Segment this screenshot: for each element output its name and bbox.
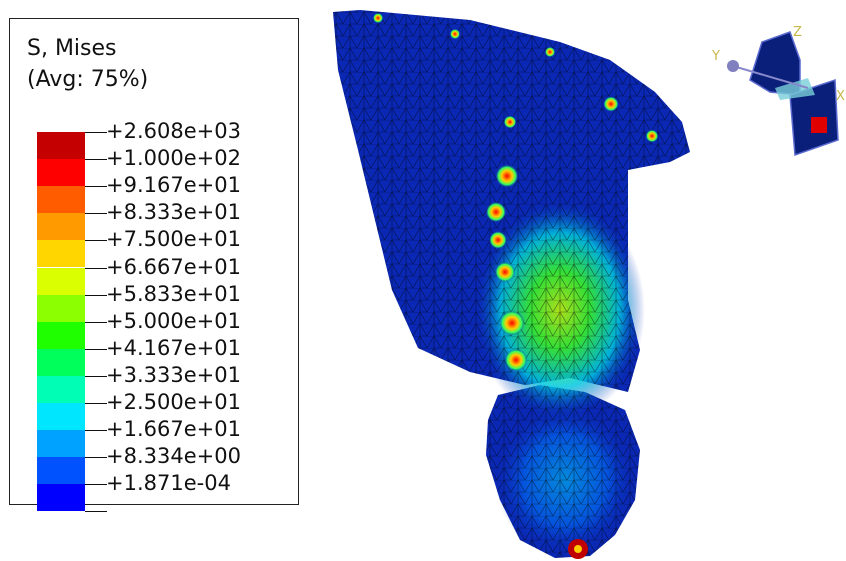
legend-tick [85,294,107,296]
legend-tick [85,240,107,242]
legend-tick [85,511,107,513]
upper-mesh-lines [333,10,690,392]
legend-value-label: +1.871e-04 [106,471,231,496]
legend-value-label: +8.334e+00 [106,444,241,469]
legend-value-label: +5.833e+01 [106,281,241,306]
legend-tick [85,457,107,459]
legend-tick [85,159,107,161]
fixation-node [645,129,659,143]
fixation-node [488,230,508,250]
legend-tick [85,267,107,269]
legend-swatch [37,348,85,376]
legend-swatch [37,375,85,403]
triad-marker [811,117,827,133]
legend-swatch [37,321,85,349]
fixation-node [504,348,528,372]
fixation-node [495,164,519,188]
triad-y-label: Y [711,49,720,64]
lower-mesh-lines [486,385,640,558]
legend-tick [85,213,107,215]
triad-y-tip [727,60,739,72]
legend-value-label: +1.667e+01 [106,417,241,442]
legend-swatch [37,240,85,268]
bone-model [333,10,690,559]
legend-value-label: +7.500e+01 [106,227,241,252]
triad-x-label: X [836,89,845,104]
legend-tick [85,375,107,377]
legend-value-label: +2.500e+01 [106,390,241,414]
fixation-node [485,201,507,223]
fixation-node [372,12,384,24]
legend-value-label: +3.333e+01 [106,362,241,387]
triad-plane-link [775,78,815,100]
legend-swatch [37,403,85,430]
legend-swatch [37,294,85,322]
legend-tick [85,132,107,133]
fixation-node [449,28,461,40]
legend-value-label: +4.167e+01 [106,335,241,360]
legend-value-label: +6.667e+01 [106,254,241,279]
triad-y-axis [732,65,809,89]
fixation-points [372,12,659,372]
legend-value-label: +1.000e+02 [106,146,241,171]
legend-tick [85,430,107,432]
legend-swatch [37,484,85,512]
legend-value-label: +5.000e+01 [106,308,241,333]
legend-subtitle: (Avg: 75%) [27,67,149,92]
legend-tick [85,186,107,188]
legend-tick [85,403,107,404]
fixation-node [544,46,556,58]
legend-swatch [37,457,85,485]
fixation-node [494,261,516,283]
fixation-node [603,96,619,112]
legend-swatch [37,430,85,458]
legend-value-label: +8.333e+01 [106,200,241,225]
legend-swatch [37,186,85,214]
legend-title: S, Mises [27,36,117,61]
orientation-triad[interactable]: Y Z X [711,25,845,157]
legend-swatch [37,267,85,295]
triad-z-label: Z [793,25,802,40]
stress-hotspot-core [574,545,582,553]
legend-value-label: +9.167e+01 [106,173,241,198]
legend-value-label: +2.608e+03 [106,119,241,143]
legend-swatch [37,213,85,241]
legend-tick [85,484,107,486]
fixation-node [503,115,517,129]
legend-swatch [37,159,85,187]
legend-tick [85,348,107,350]
fixation-node [499,310,525,336]
legend-tick [85,321,107,323]
legend-swatch [37,132,85,159]
